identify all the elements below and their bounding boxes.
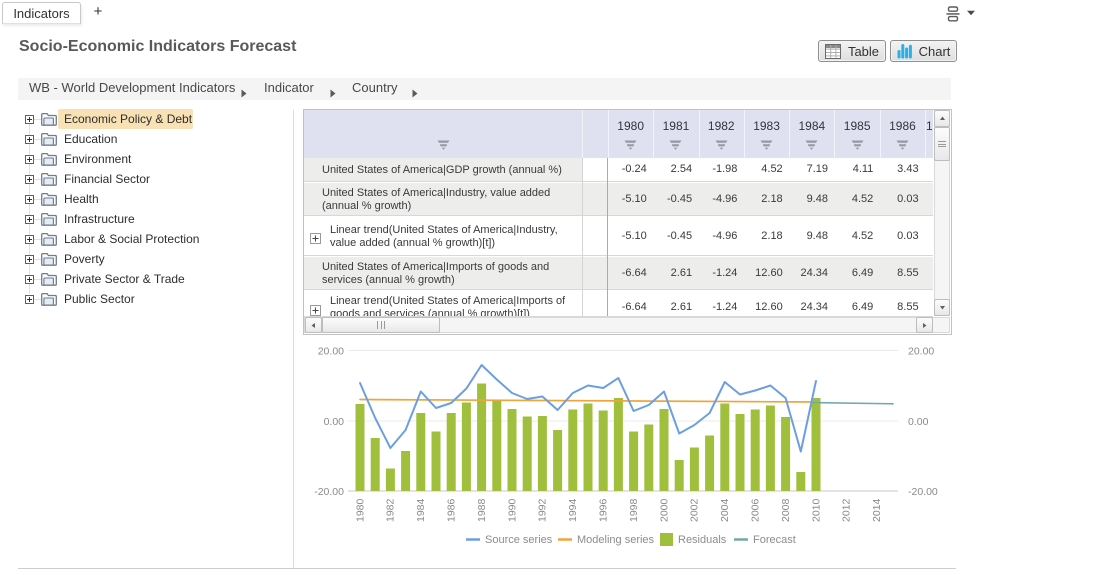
svg-text:1980: 1980 xyxy=(354,498,366,522)
svg-text:-20.00: -20.00 xyxy=(314,486,344,498)
svg-text:2000: 2000 xyxy=(658,498,670,522)
svg-text:2002: 2002 xyxy=(689,498,701,522)
svg-text:-20.00: -20.00 xyxy=(908,486,938,498)
svg-text:2006: 2006 xyxy=(749,498,761,522)
svg-text:Modeling series: Modeling series xyxy=(577,534,655,546)
svg-text:1998: 1998 xyxy=(628,498,640,522)
svg-text:1986: 1986 xyxy=(445,498,457,522)
svg-text:1994: 1994 xyxy=(567,498,579,522)
svg-text:1988: 1988 xyxy=(476,498,488,522)
svg-text:2014: 2014 xyxy=(871,498,883,522)
svg-text:Source series: Source series xyxy=(485,534,553,546)
svg-text:Residuals: Residuals xyxy=(678,534,727,546)
svg-text:1992: 1992 xyxy=(537,498,549,522)
svg-text:2004: 2004 xyxy=(719,498,731,522)
svg-text:1984: 1984 xyxy=(415,498,427,522)
svg-text:20.00: 20.00 xyxy=(908,345,934,357)
svg-text:1982: 1982 xyxy=(385,498,397,522)
svg-text:2008: 2008 xyxy=(780,498,792,522)
svg-text:0.00: 0.00 xyxy=(908,416,929,428)
svg-text:0.00: 0.00 xyxy=(324,416,345,428)
svg-text:Forecast: Forecast xyxy=(753,534,796,546)
svg-text:2010: 2010 xyxy=(810,498,822,522)
svg-text:1990: 1990 xyxy=(506,498,518,522)
svg-text:2012: 2012 xyxy=(841,498,853,522)
svg-text:1996: 1996 xyxy=(597,498,609,522)
svg-text:20.00: 20.00 xyxy=(318,345,344,357)
